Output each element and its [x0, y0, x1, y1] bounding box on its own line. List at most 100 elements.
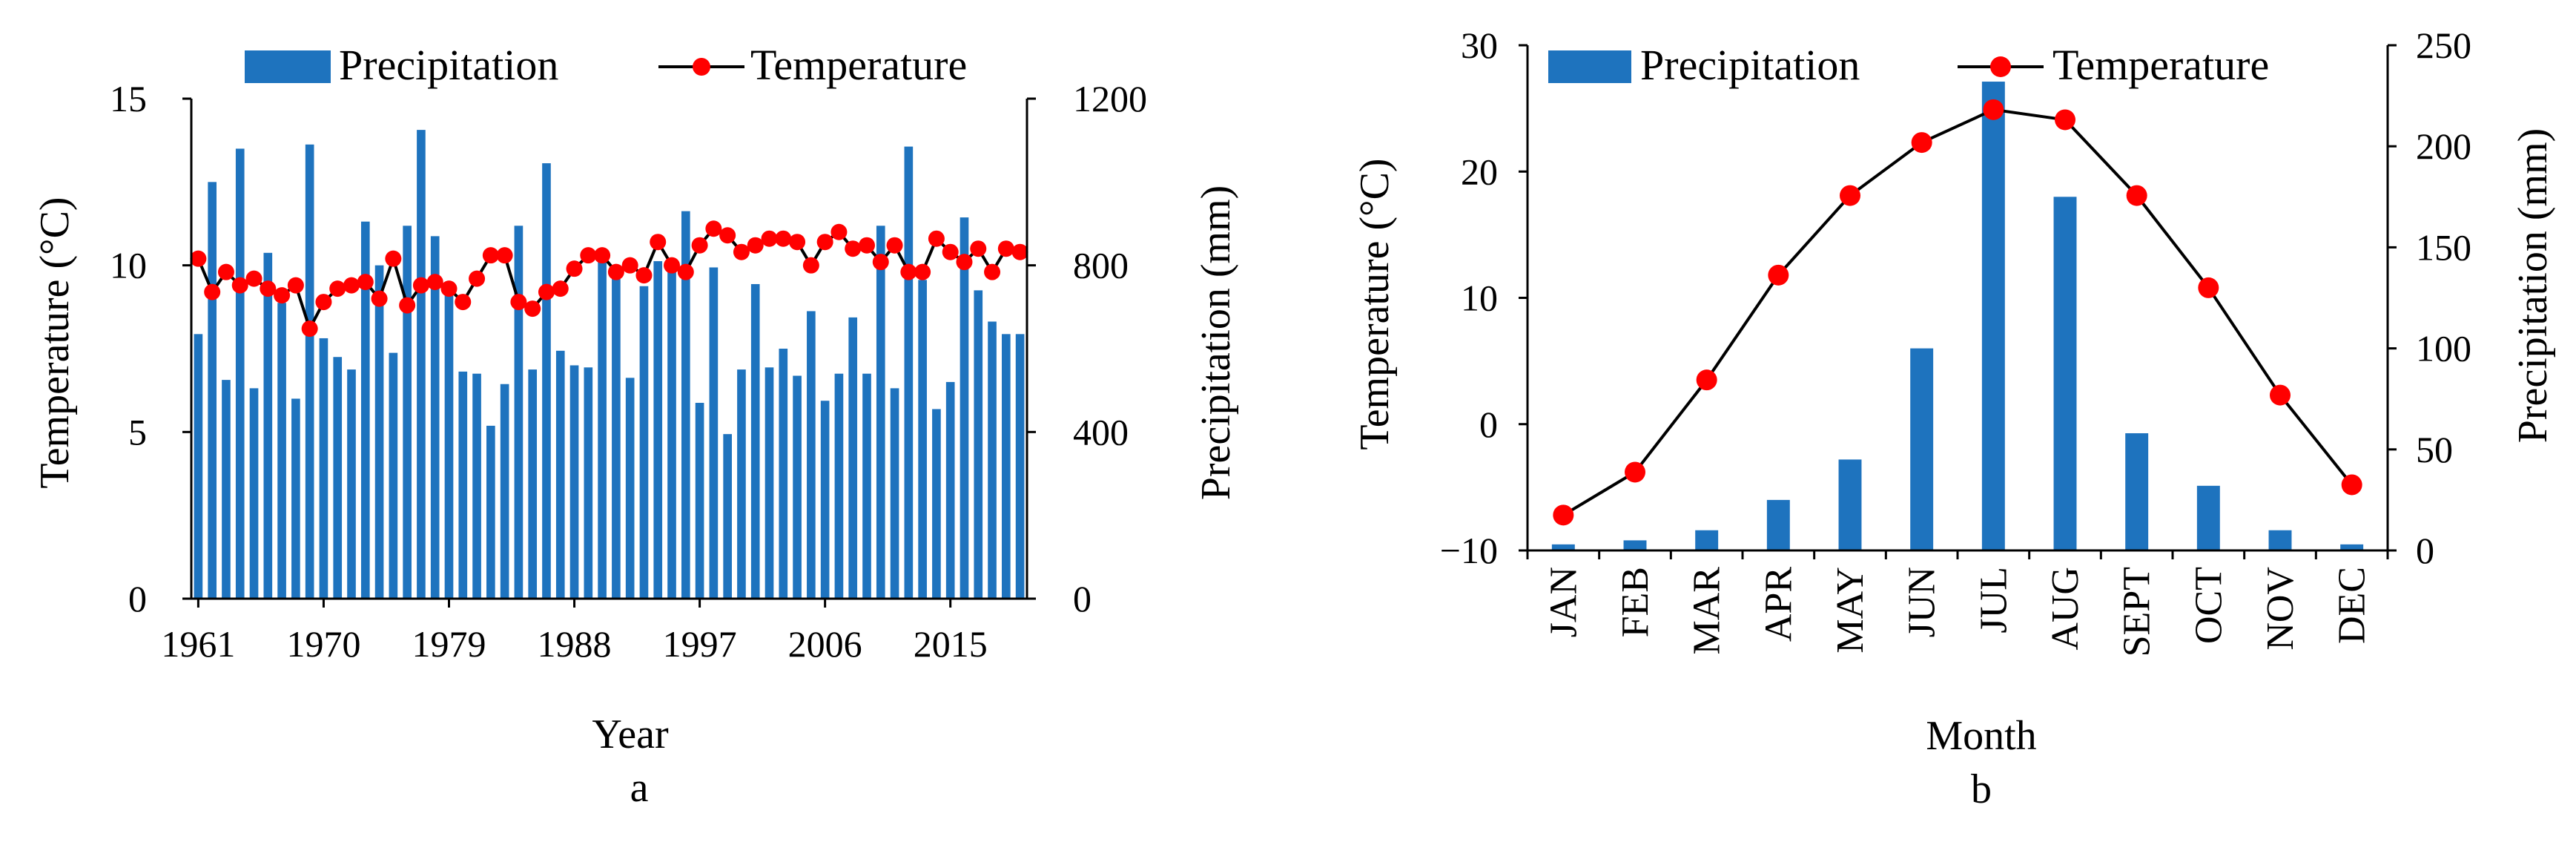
panel-a-temp-marker — [858, 237, 875, 254]
panel-a-temperature-series — [190, 220, 1028, 338]
panel-a-temp-marker — [664, 257, 681, 274]
panel-a-precip-bar — [235, 148, 245, 599]
panel-a-precip-bar — [862, 373, 871, 599]
panel-a-temp-marker — [329, 280, 346, 297]
panel-a-temp-marker — [775, 230, 792, 247]
panel-b-precip-bar — [1623, 540, 1647, 550]
panel-a-precip-bar — [444, 290, 454, 599]
panel-a-temp-marker — [245, 270, 262, 287]
panel-a-precip-bar — [347, 369, 356, 599]
panel-b-left-ticks: −10 0 10 20 30 — [1440, 24, 1528, 571]
panel-b-x-tick-label: NOV — [2259, 567, 2302, 651]
panel-a-temp-marker — [650, 234, 667, 251]
panel-b-x-ticks: JAN FEB MAR APR MAY JUN JUL AUG SEPT OCT NOV DEC — [1526, 550, 2389, 657]
panel-a-temp-marker — [482, 247, 499, 264]
panel-a-temp-marker — [984, 263, 1001, 280]
panel-a-legend-precip-swatch — [245, 50, 331, 83]
panel-b-precip-bar — [1551, 544, 1575, 550]
panel-a-temp-marker — [802, 257, 819, 274]
panel-a-precip-bar — [681, 211, 690, 599]
panel-a-precip-bar — [208, 182, 217, 599]
panel-a-temp-marker — [997, 240, 1014, 257]
panel-a-temp-marker — [412, 277, 429, 294]
panel-a-precip-bar — [263, 252, 273, 599]
panel-a-precip-bar — [750, 283, 760, 599]
panel-a-left-ticks: 0 5 10 15 — [110, 78, 191, 619]
panel-a-temp-marker — [942, 243, 959, 260]
panel-b-temp-marker — [2126, 185, 2147, 206]
panel-a-temp-marker — [455, 294, 472, 311]
panel-b-temp-marker — [1696, 369, 1717, 391]
panel-b-temp-marker — [2198, 277, 2219, 298]
panel-a-temp-marker — [761, 230, 778, 247]
panel-b-legend-precip-swatch — [1548, 50, 1631, 83]
panel-a-precip-bar — [584, 367, 593, 599]
panel-a-precip-bar — [807, 311, 816, 599]
panel-a-precip-bar — [1015, 334, 1025, 599]
panel-b-precip-bar — [2125, 433, 2149, 550]
panel-a-precip-bar — [458, 371, 468, 599]
panel-a-precip-bar — [918, 280, 927, 599]
panel-a-precip-bar — [277, 303, 286, 599]
panel-b-temp-marker — [1768, 264, 1789, 286]
panel-b-right-tick-label: 250 — [2416, 24, 2471, 66]
panel-b-precip-bar — [1838, 459, 1862, 550]
panel-a-temp-marker — [845, 240, 862, 257]
panel-b-right-tick-label: 0 — [2416, 530, 2434, 571]
panel-a-axes — [190, 99, 1028, 600]
panel-a-temp-marker — [469, 270, 486, 287]
panel-a-x-tick-label: 2006 — [788, 623, 862, 665]
panel-a-temp-marker — [872, 254, 889, 271]
panel-a-legend-temp-label: Temperature — [750, 41, 967, 89]
panel-a-temp-marker — [217, 263, 234, 280]
panel-b-left-tick-label: 0 — [1479, 404, 1498, 445]
panel-a-precip-bar — [555, 350, 565, 599]
panel-a-temp-marker — [440, 280, 458, 297]
panel-b-temp-marker — [1911, 132, 1932, 154]
panel-b-right-tick-label: 100 — [2416, 328, 2471, 369]
panel-a-temp-marker — [566, 260, 583, 277]
panel-a-temp-marker — [524, 300, 541, 318]
panel-a-x-tick-label: 1988 — [538, 623, 612, 665]
panel-b-label: b — [1971, 766, 1992, 812]
panel-a-temp-marker — [204, 283, 221, 300]
panel-a-precip-bar — [528, 369, 538, 599]
panel-a-precip-bar — [904, 146, 914, 599]
panel-b-x-tick-label: JAN — [1542, 567, 1585, 637]
panel-a-right-tick-label: 1200 — [1073, 78, 1147, 119]
panel-a-precip-bar — [820, 401, 830, 599]
panel-a-temp-marker — [928, 230, 945, 247]
panel-a-precip-bar — [403, 226, 412, 599]
panel-b-precip-bar — [2053, 197, 2077, 550]
panel-b-right-tick-label: 200 — [2416, 125, 2471, 167]
panel-a-precip-bar — [417, 130, 426, 599]
panel-a-temp-marker — [719, 227, 736, 244]
panel-a-precip-bar — [500, 384, 509, 599]
panel-a-precip-bar — [988, 321, 997, 599]
panel-a-temp-marker — [510, 294, 527, 311]
panel-a-precip-bar — [514, 226, 524, 599]
panel-a-temp-marker — [357, 274, 374, 291]
panel-a-label: a — [630, 765, 649, 811]
panel-a-precip-bar — [653, 261, 663, 599]
panel-a-x-tick-label: 1997 — [663, 623, 737, 665]
panel-a-temp-marker — [914, 263, 931, 280]
panel-a-precip-bar — [194, 334, 203, 599]
panel-a-temp-marker — [343, 277, 360, 294]
panel-a-precip-bar — [695, 403, 704, 599]
panel-b-x-tick-label: JUL — [1972, 567, 2015, 634]
panel-b-left-tick-label: −10 — [1440, 530, 1498, 571]
panel-a-precip-bar — [1002, 334, 1011, 599]
panel-a-x-axis-title: Year — [592, 711, 669, 757]
panel-a-precip-bar — [612, 277, 621, 599]
panel-b-precip-bar — [2196, 485, 2220, 550]
panel-b-x-tick-label: AUG — [2044, 567, 2087, 651]
panel-b-x-tick-label: JUN — [1901, 567, 1943, 637]
panel-a-left-tick-label: 10 — [110, 245, 147, 286]
panel-b-left-axis-title: Temperature (°C) — [1352, 158, 1398, 450]
panel-a-temp-marker — [594, 247, 611, 264]
panel-a-temp-marker — [621, 257, 638, 274]
panel-a-left-tick-label: 0 — [128, 578, 147, 619]
panel-a-temp-marker — [538, 283, 555, 300]
